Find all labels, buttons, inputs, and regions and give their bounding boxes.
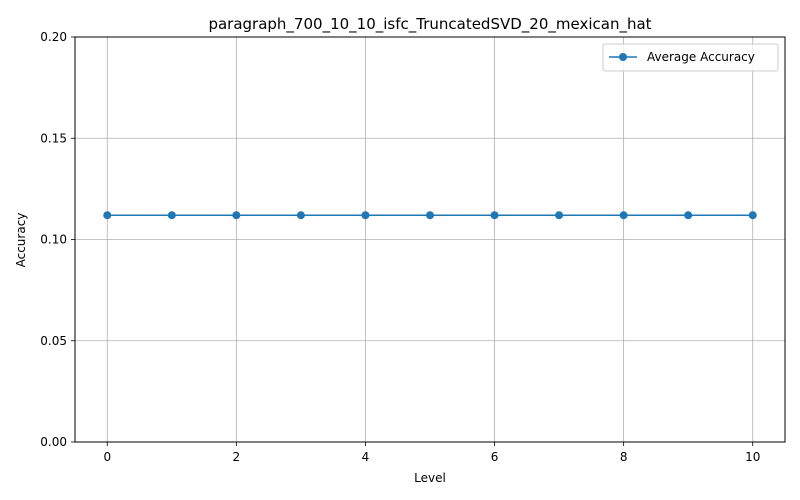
- x-tick-label: 10: [745, 450, 760, 464]
- data-point: [426, 211, 434, 220]
- y-tick-label: 0.00: [40, 435, 67, 449]
- chart-title: paragraph_700_10_10_isfc_TruncatedSVD_20…: [208, 15, 651, 34]
- legend-marker-swatch: [619, 53, 627, 61]
- y-axis: 0.00 0.05 0.10 0.15 0.20: [40, 30, 75, 449]
- legend-box: [602, 43, 779, 72]
- y-tick-label: 0.20: [40, 30, 67, 44]
- data-point: [490, 211, 499, 220]
- data-point: [555, 211, 564, 220]
- data-point: [167, 211, 176, 220]
- y-tick-label: 0.05: [40, 334, 67, 348]
- y-tick-label: 0.10: [40, 233, 67, 247]
- x-tick-label: 6: [491, 450, 499, 464]
- x-tick-label: 2: [233, 450, 241, 464]
- x-tick-label: 8: [620, 450, 628, 464]
- data-point: [748, 211, 757, 220]
- y-tick-label: 0.15: [40, 131, 67, 145]
- data-point: [361, 211, 370, 220]
- x-tick-label: 0: [103, 450, 111, 464]
- data-point: [619, 211, 628, 220]
- data-point: [684, 211, 693, 220]
- legend: Average Accuracy: [602, 43, 779, 72]
- x-tick-label: 4: [362, 450, 370, 464]
- data-point: [103, 211, 112, 220]
- x-axis: 0 2 4 6 8 10: [103, 442, 760, 464]
- grid: [75, 36, 785, 443]
- series-layer: [103, 211, 757, 220]
- data-point: [296, 211, 305, 220]
- legend-label: Average Accuracy: [647, 50, 755, 64]
- x-axis-label: Level: [414, 471, 446, 485]
- data-point: [232, 211, 241, 220]
- y-axis-label: Accuracy: [14, 213, 28, 268]
